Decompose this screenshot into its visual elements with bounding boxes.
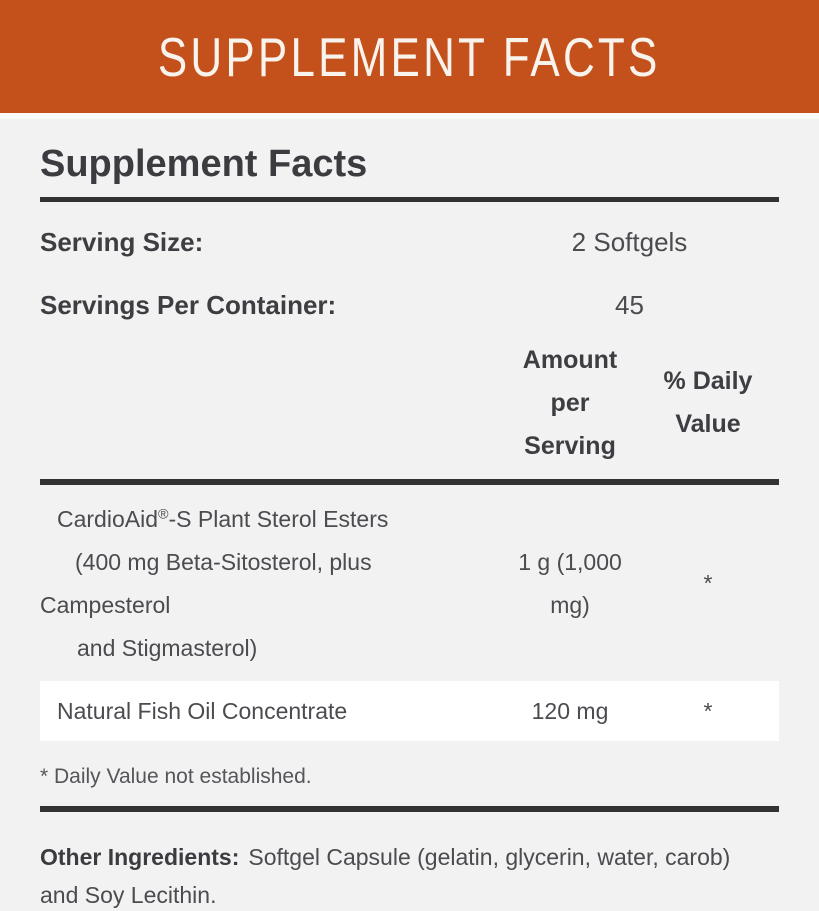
servings-per-container-label: Servings Per Container:: [40, 289, 337, 320]
footer-rule: [40, 805, 779, 812]
heading-rule: [40, 196, 779, 202]
serving-size-value: 2 Softgels: [571, 226, 688, 257]
percent-daily-value-header: % Daily Value: [663, 367, 753, 439]
panel-title: Supplement Facts: [40, 143, 368, 185]
ingredient-amount: 1 g (1,000 mg): [518, 548, 622, 618]
supplement-facts-panel: Supplement Facts Serving Size: 2 Softgel…: [0, 143, 819, 911]
table-row-plant-sterol-esters: CardioAid®-S Plant Sterol Esters (400 mg…: [40, 485, 779, 670]
table-row-fish-oil-concentrate: Natural Fish Oil Concentrate 120 mg *: [40, 680, 779, 741]
daily-value-footnote: * Daily Value not established.: [40, 764, 312, 788]
registered-trademark-symbol: ®: [158, 505, 169, 522]
other-ingredients-label: Other Ingredients:: [40, 843, 240, 870]
other-ingredients: Other Ingredients: Softgel Capsule (gelat…: [40, 838, 735, 911]
ingredient-amount: 120 mg: [531, 697, 609, 724]
serving-size-row: Serving Size: 2 Softgels: [40, 226, 779, 258]
amount-per-serving-header: Amount per Serving: [522, 345, 618, 460]
ingredient-name-line-4: and Stigmasterol): [77, 634, 258, 661]
ingredient-daily-value: *: [703, 570, 713, 597]
serving-size-label: Serving Size:: [40, 226, 204, 257]
banner-divider: [0, 113, 819, 119]
servings-per-container-value: 45: [615, 289, 644, 320]
ingredient-name-line-2: (400 mg Beta-Sitosterol, plus: [75, 548, 372, 575]
table-head-rule: [40, 478, 779, 485]
ingredient-name-line-1: CardioAid®-S Plant Sterol Esters: [57, 505, 389, 532]
table-column-headers: Amount per Serving % Daily Value: [40, 339, 779, 468]
ingredient-name-line-3: Campesterol: [40, 591, 171, 618]
supplement-facts-banner: SUPPLEMENT FACTS: [0, 0, 819, 113]
ingredient-name: Natural Fish Oil Concentrate: [57, 697, 348, 724]
banner-title: SUPPLEMENT FACTS: [158, 25, 661, 88]
servings-per-container-row: Servings Per Container: 45: [40, 289, 779, 321]
ingredient-name: CardioAid®-S Plant Sterol Esters (400 mg…: [40, 498, 480, 670]
other-ingredients-text: Softgel Capsule (gelatin, glycerin, wate…: [40, 843, 731, 908]
ingredient-daily-value: *: [703, 697, 713, 724]
